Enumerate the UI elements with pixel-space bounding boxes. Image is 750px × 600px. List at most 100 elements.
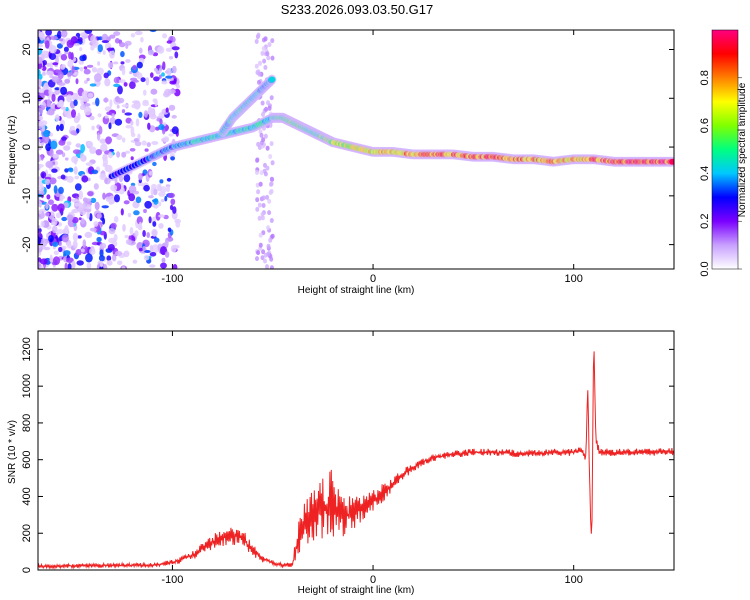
noise-cell (79, 47, 83, 52)
x-tick-label: 0 (370, 273, 376, 285)
noise-cell (73, 43, 80, 47)
noise-cell (263, 171, 268, 177)
noise-cell (270, 177, 275, 182)
noise-cell (89, 247, 96, 255)
noise-cell (133, 210, 140, 216)
noise-cell (153, 237, 160, 243)
noise-cell (66, 242, 72, 249)
noise-cell (124, 234, 129, 239)
noise-cell (129, 81, 136, 89)
noise-cell (50, 35, 58, 41)
noise-cell (129, 226, 134, 236)
noise-cell (83, 66, 88, 70)
chart-title: S233.2026.093.03.50.G17 (281, 2, 434, 17)
noise-cell (49, 52, 57, 61)
noise-cell (132, 64, 137, 71)
noise-cell (264, 106, 269, 112)
noise-cell (134, 141, 142, 147)
noise-cell (61, 234, 69, 243)
x-tick-label: -100 (161, 273, 183, 285)
noise-cell (67, 263, 72, 269)
noise-cell (160, 262, 167, 269)
noise-cell (95, 149, 103, 156)
noise-cell (89, 83, 97, 87)
noise-cell (152, 221, 157, 227)
noise-cell (152, 229, 157, 237)
noise-cell (57, 30, 62, 39)
noise-cell (40, 171, 47, 179)
noise-cell (52, 256, 61, 266)
noise-cell (38, 120, 44, 127)
noise-cell (80, 98, 84, 106)
noise-cell (113, 83, 121, 88)
y-tick-label: 200 (21, 524, 33, 542)
noise-cell (123, 250, 130, 258)
noise-cell (117, 85, 123, 95)
noise-cell (67, 59, 74, 68)
noise-cell (167, 227, 172, 233)
noise-cell (70, 130, 77, 136)
noise-cell (121, 109, 126, 114)
noise-cell (71, 109, 76, 118)
noise-cell (58, 246, 63, 253)
noise-cell (38, 244, 43, 248)
noise-cell (91, 67, 98, 73)
noise-cell (45, 70, 54, 76)
noise-cell (80, 152, 85, 161)
noise-cell (98, 125, 103, 135)
noise-cell (269, 141, 274, 147)
noise-cell (113, 31, 121, 36)
noise-cell (259, 170, 264, 176)
noise-cell (96, 81, 101, 86)
noise-cell (165, 47, 172, 52)
noise-cell (165, 75, 173, 79)
noise-cell (99, 260, 104, 268)
noise-cell (63, 145, 71, 151)
noise-cell (55, 149, 64, 155)
noise-cell (89, 213, 93, 222)
colorbar-tick-label: 0.2 (699, 214, 711, 229)
noise-cell (53, 185, 58, 194)
noise-cell (155, 211, 161, 221)
noise-cell (152, 161, 157, 167)
y-tick-label: 0 (21, 144, 33, 150)
noise-cell (158, 201, 162, 207)
noise-cell (140, 36, 144, 43)
x-tick-label: -100 (161, 574, 183, 586)
noise-cell (73, 99, 78, 107)
noise-cell (121, 266, 126, 269)
noise-cell (265, 145, 270, 151)
noise-cell (146, 142, 151, 148)
noise-cell (258, 242, 263, 248)
noise-cell (79, 104, 86, 111)
noise-cell (64, 262, 68, 269)
noise-cell (51, 168, 58, 173)
noise-cell (160, 199, 165, 203)
noise-cell (55, 212, 62, 219)
noise-cell (164, 251, 170, 258)
noise-cell (164, 239, 169, 248)
noise-cell (49, 177, 57, 185)
noise-cell (261, 46, 266, 51)
noise-cell (266, 55, 271, 61)
noise-cell (257, 71, 262, 77)
noise-cell (90, 45, 95, 51)
noise-cell (150, 72, 154, 78)
noise-cell (269, 95, 274, 101)
noise-cell (123, 200, 130, 205)
noise-cell (59, 197, 64, 202)
noise-cell (134, 230, 139, 237)
noise-cell (71, 155, 79, 164)
noise-cell (75, 143, 82, 148)
noise-cell (38, 44, 44, 48)
noise-cell (135, 196, 142, 204)
noise-cell (93, 183, 99, 190)
noise-cell (149, 244, 154, 253)
noise-cell (38, 230, 42, 235)
noise-cell (49, 132, 54, 137)
noise-cell (129, 71, 133, 75)
noise-cell (56, 43, 63, 49)
noise-cell (257, 202, 262, 208)
